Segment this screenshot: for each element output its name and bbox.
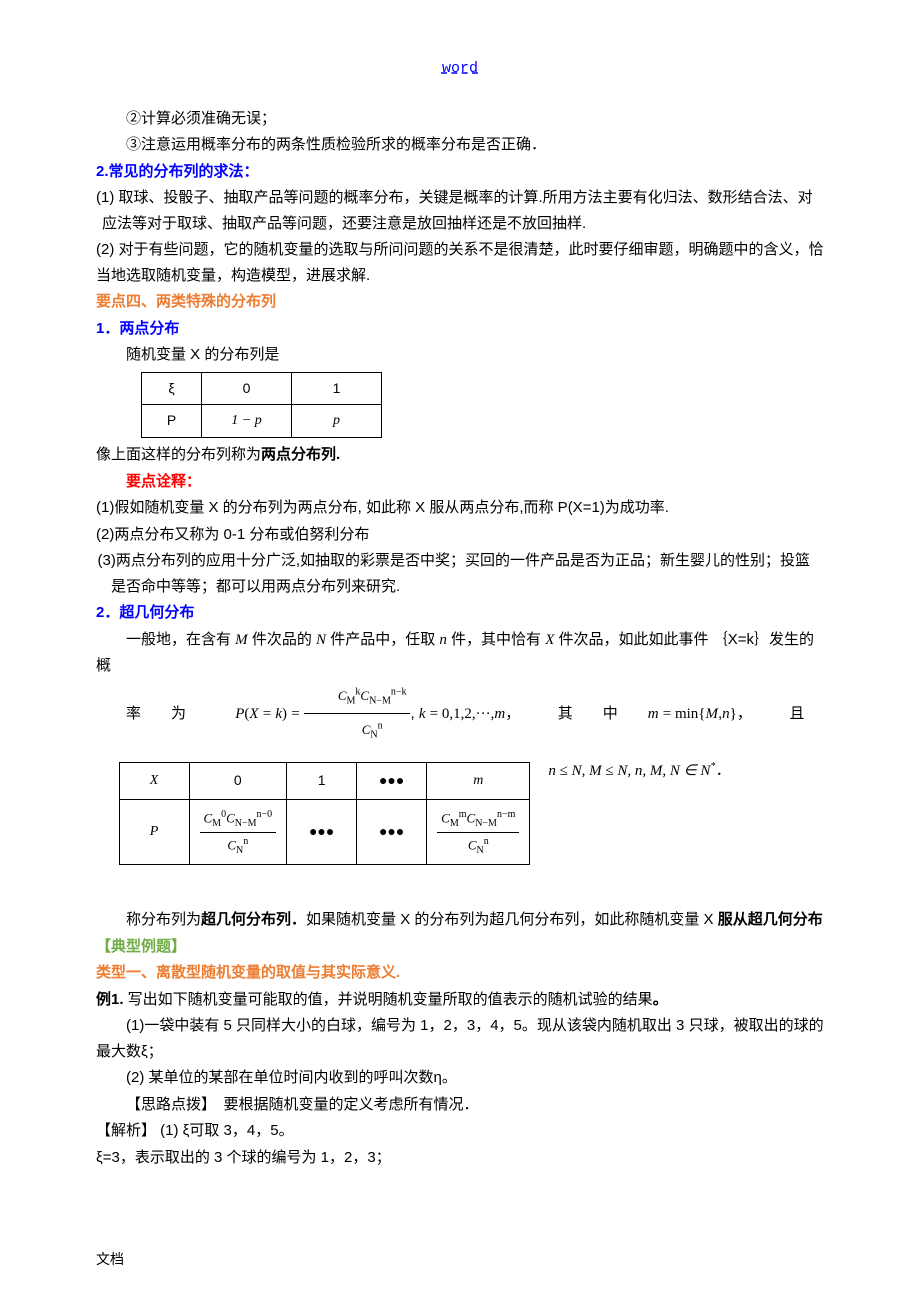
hyper-hP: P bbox=[119, 799, 189, 865]
para-2: ②计算必须准确无误； bbox=[96, 106, 824, 132]
para-note3: (3)两点分布列的应用十分广泛,如抽取的彩票是否中奖；买回的一件产品是否为正品；… bbox=[96, 548, 824, 599]
hyper-c1: 1 bbox=[287, 762, 357, 799]
twopoint-p: p bbox=[292, 405, 382, 438]
para-twopoint-intro: 随机变量 X 的分布列是 bbox=[96, 342, 824, 368]
twopoint-h-0: 0 bbox=[202, 372, 292, 405]
example1-hint: 【思路点拨】 要根据随机变量的定义考虑所有情况． bbox=[96, 1092, 824, 1118]
hyper-p0: CM0CN−Mn−0 CNn bbox=[189, 799, 287, 865]
twopoint-1mp: 1 − p bbox=[202, 405, 292, 438]
hyper-table: X 0 1 ●●● m P CM0CN−Mn−0 CNn ●●● ●●● CMm… bbox=[119, 762, 531, 866]
hyper-cm: m bbox=[427, 762, 530, 799]
hyper-c0: 0 bbox=[189, 762, 287, 799]
twopoint-h-1: 1 bbox=[292, 372, 382, 405]
para-hyper-formula: 率 为 P(X = k) = CMkCN−Mn−k CNn , k = 0,1,… bbox=[96, 680, 824, 748]
twopoint-h-xi: ξ bbox=[142, 372, 202, 405]
page-footer: 文档 bbox=[96, 1248, 124, 1272]
heading-hyper: 2．超几何分布 bbox=[96, 600, 824, 626]
example1-sol2: ξ=3，表示取出的 3 个球的编号为 1，2，3； bbox=[96, 1145, 824, 1171]
hyper-pm: CMmCN−Mn−m CNn bbox=[427, 799, 530, 865]
para-hyper-def: 称分布列为超几何分布列．如果随机变量 X 的分布列为超几何分布列，如此称随机变量… bbox=[96, 907, 824, 933]
hyper-hX: X bbox=[119, 762, 189, 799]
example1: 例1. 写出如下随机变量可能取的值，并说明随机变量所取的值表示的随机试验的结果。 bbox=[96, 987, 824, 1013]
para-method2: (2) 对于有些问题，它的随机变量的选取与所问问题的关系不是很清楚，此时要仔细审… bbox=[96, 237, 824, 288]
heading-type1: 类型一、离散型随机变量的取值与其实际意义. bbox=[96, 960, 824, 986]
example1-q1: (1)一袋中装有 5 只同样大小的白球，编号为 1，2，3，4，5。现从该袋内随… bbox=[96, 1013, 824, 1064]
para-3: ③注意运用概率分布的两条性质检验所求的概率分布是否正确． bbox=[96, 132, 824, 158]
heading-special-dist: 要点四、两类特殊的分布列 bbox=[96, 289, 824, 315]
hyper-row: X 0 1 ●●● m P CM0CN−Mn−0 CNn ●●● ●●● CMm… bbox=[96, 756, 824, 872]
heading-twopoint: 1．两点分布 bbox=[96, 316, 824, 342]
heading-note: 要点诠释： bbox=[96, 469, 824, 495]
para-method1: (1) 取球、投骰子、抽取产品等问题的概率分布，关键是概率的计算.所用方法主要有… bbox=[96, 185, 824, 236]
heading-examples: 【典型例题】 bbox=[96, 934, 824, 960]
twopoint-h-p: P bbox=[142, 405, 202, 438]
para-note1: (1)假如随机变量 X 的分布列为两点分布, 如此称 X 服从两点分布,而称 P… bbox=[96, 495, 824, 521]
para-hyper-intro: 一般地，在含有 M 件次品的 N 件产品中，任取 n 件，其中恰有 X 件次品，… bbox=[96, 627, 824, 679]
example1-q2: (2) 某单位的某部在单位时间内收到的呼叫次数η。 bbox=[96, 1065, 824, 1091]
hyper-cond: n ≤ N, M ≤ N, n, M, N ∈ N*． bbox=[548, 756, 730, 785]
para-note2: (2)两点分布又称为 0-1 分布或伯努利分布 bbox=[96, 522, 824, 548]
example1-sol: 【解析】 (1) ξ可取 3，4，5。 bbox=[96, 1118, 824, 1144]
heading-common-dist: 2.常见的分布列的求法： bbox=[96, 159, 824, 185]
hyper-pd1: ●●● bbox=[287, 799, 357, 865]
twopoint-table: ξ 0 1 P 1 − p p bbox=[141, 372, 382, 439]
para-twopoint-def: 像上面这样的分布列称为两点分布列. bbox=[96, 442, 824, 468]
page-header: word bbox=[96, 56, 824, 82]
hyper-pd2: ●●● bbox=[357, 799, 427, 865]
hyper-cd: ●●● bbox=[357, 762, 427, 799]
